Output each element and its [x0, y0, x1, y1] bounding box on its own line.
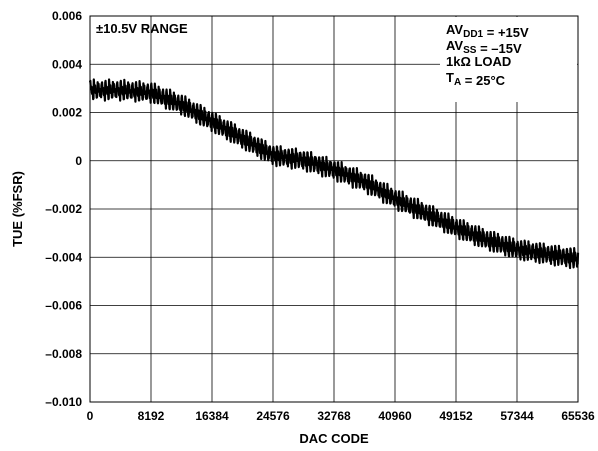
y-tick-label: –0.002 — [45, 202, 82, 216]
x-tick-label: 24576 — [256, 409, 290, 423]
x-tick-label: 49152 — [439, 409, 473, 423]
x-tick-label: 57344 — [500, 409, 534, 423]
y-tick-label: 0 — [75, 154, 82, 168]
condition-temp: TA = 25°C — [446, 70, 506, 88]
x-axis-label: DAC CODE — [299, 431, 369, 446]
condition-avdd: AVDD1 = +15V — [446, 22, 529, 40]
y-tick-label: –0.010 — [45, 395, 82, 409]
series-layer — [88, 78, 580, 270]
y-tick-label: –0.008 — [45, 347, 82, 361]
x-tick-label: 8192 — [138, 409, 165, 423]
y-axis-ticks: 0.006 0.004 0.002 0 –0.002 –0.004 –0.006 –0.008… — [45, 9, 82, 409]
y-axis-label: TUE (%FSR) — [10, 171, 25, 247]
y-tick-label: 0.004 — [52, 57, 82, 71]
x-tick-label: 40960 — [378, 409, 412, 423]
plot-frame — [89, 15, 579, 403]
x-tick-label: 65536 — [561, 409, 595, 423]
y-tick-label: 0.006 — [52, 9, 82, 23]
condition-load: 1kΩ LOAD — [446, 54, 511, 69]
range-annotation: ±10.5V RANGE — [96, 21, 188, 36]
y-tick-label: –0.006 — [45, 299, 82, 313]
x-axis-ticks: 0 8192 16384 24576 32768 40960 49152 57344 65536 — [87, 409, 595, 423]
y-tick-label: –0.004 — [45, 250, 82, 264]
condition-avss: AVSS = –15V — [446, 38, 522, 56]
x-tick-label: 0 — [87, 409, 94, 423]
y-tick-label: 0.002 — [52, 106, 82, 120]
x-tick-label: 16384 — [195, 409, 229, 423]
conditions-legend-box — [440, 17, 577, 102]
x-tick-label: 32768 — [317, 409, 351, 423]
tue-series-line — [88, 78, 580, 270]
